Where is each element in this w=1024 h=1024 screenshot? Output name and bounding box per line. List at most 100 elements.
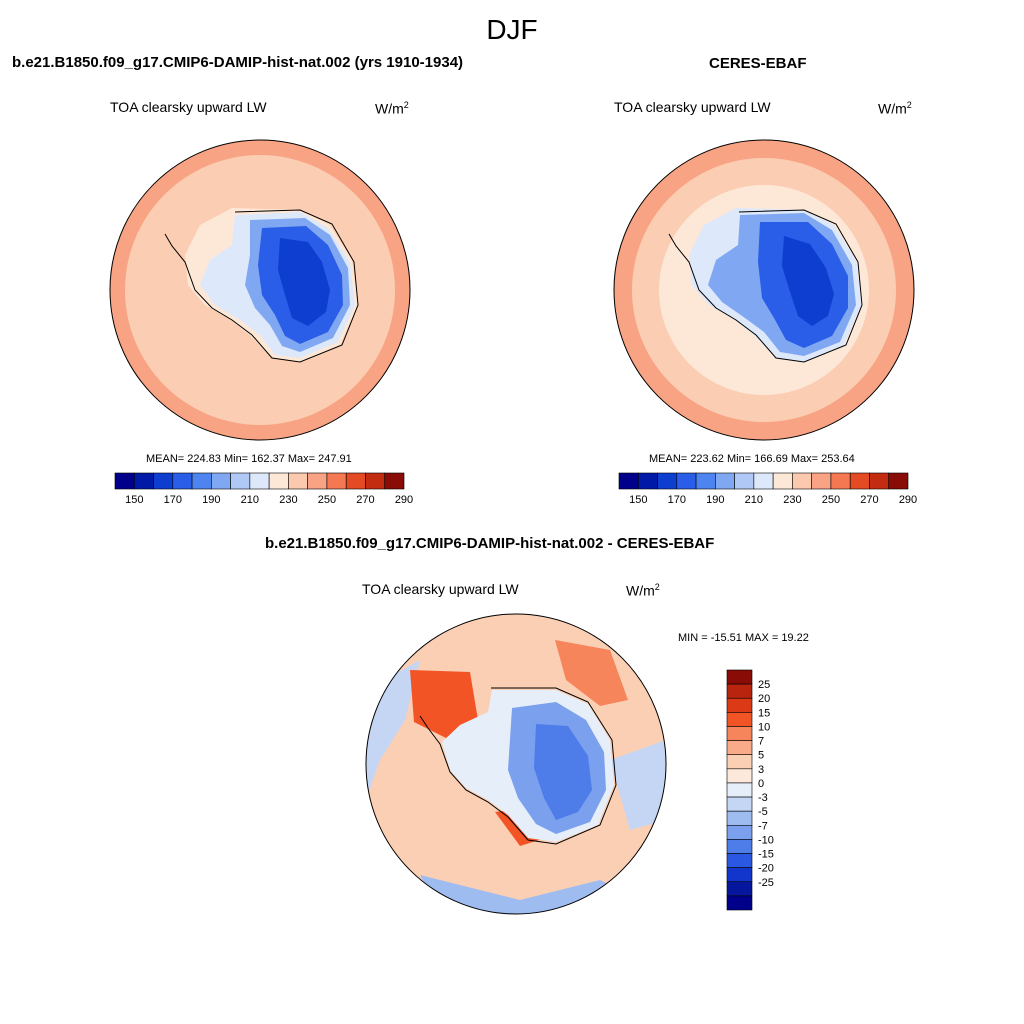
map-diff-ice-neg-strong (534, 724, 592, 820)
map-diff-pos-strong-west (410, 670, 478, 740)
colorbar-swatch (365, 472, 386, 490)
colorbar-swatch (753, 472, 774, 490)
colorbar-swatch (830, 472, 851, 490)
colorbar-swatch (792, 472, 812, 490)
colorbar-tick-label: -3 (758, 792, 768, 804)
colorbar-swatch (726, 768, 753, 784)
units-exponent: 2 (906, 100, 912, 110)
map-coastline (419, 687, 617, 845)
map-diff-pos-east (555, 640, 628, 706)
colorbar-tick-label: 190 (202, 494, 220, 506)
colorbar-swatch (695, 472, 716, 490)
colorbar-swatch (869, 472, 890, 490)
units-exponent: 2 (654, 582, 660, 592)
colorbar-diff: 25 20 15 10 7 5 3 0 -3 -5 -7 -10 -15 -20 -25 (726, 669, 774, 911)
colorbar-tick-label: 150 (629, 494, 647, 506)
colorbar-tick-label: 150 (125, 494, 143, 506)
units-label-diff: W/m2 (626, 582, 660, 599)
units-text: W/m (626, 582, 655, 599)
colorbar-tick-label: 270 (356, 494, 374, 506)
colorbar-swatch (657, 472, 678, 490)
colorbar-swatch (191, 472, 212, 490)
colorbar-swatch (384, 472, 405, 490)
colorbar-tick-label: 190 (706, 494, 724, 506)
map-coastline (668, 209, 863, 363)
colorbar-swatch (715, 472, 735, 490)
colorbar-swatch (288, 472, 308, 490)
map-border (613, 139, 915, 441)
colorbar-tick-label: 230 (783, 494, 801, 506)
colorbar-tick-label: 25 (758, 679, 770, 691)
colorbar-model: 150 170 190 210 230 250 270 290 (114, 472, 413, 506)
figure-title: DJF (486, 14, 538, 45)
colorbar-swatch (326, 472, 347, 490)
colorbar-tick-label: -25 (758, 877, 774, 889)
variable-label-diff: TOA clearsky upward LW (362, 581, 519, 597)
colorbar-swatch (849, 472, 870, 490)
colorbar-swatch (726, 881, 753, 897)
colorbar-swatch (726, 712, 753, 727)
colorbar-swatch (726, 796, 753, 812)
colorbar-tick-label: 290 (899, 494, 917, 506)
colorbar-swatch (772, 472, 793, 490)
units-text: W/m (878, 100, 907, 117)
colorbar-swatch (230, 472, 251, 490)
panel-title-diff: b.e21.B1850.f09_g17.CMIP6-DAMIP-hist-nat… (265, 535, 715, 552)
units-label-model: W/m2 (375, 100, 409, 117)
colorbar-tick-label: -7 (758, 820, 768, 832)
map-border (109, 139, 411, 441)
colorbar-swatch (726, 754, 753, 770)
variable-label-obs: TOA clearsky upward LW (614, 99, 771, 115)
map-coastline (164, 209, 359, 363)
colorbar-swatch (637, 472, 658, 490)
colorbar-tick-label: 10 (758, 721, 770, 733)
colorbar-swatch (153, 472, 174, 490)
colorbar-tick-label: 20 (758, 693, 770, 705)
colorbar-swatch (811, 472, 832, 490)
colorbar-swatch (114, 472, 135, 490)
colorbar-swatch (726, 824, 753, 840)
colorbar-tick-label: 290 (395, 494, 413, 506)
colorbar-tick-label: 170 (164, 494, 182, 506)
colorbar-swatch (726, 697, 753, 713)
colorbar-swatch (345, 472, 366, 490)
colorbar-swatch (726, 669, 753, 685)
map-border (365, 613, 667, 915)
map-ice-deep (278, 238, 330, 326)
map-diff-neg-east (610, 740, 666, 830)
colorbar-tick-label: 7 (758, 736, 764, 748)
colorbar-swatch (268, 472, 289, 490)
colorbar-swatch (726, 895, 753, 911)
stats-obs: MEAN= 223.62 Min= 166.69 Max= 253.64 (649, 453, 855, 465)
variable-label-model: TOA clearsky upward LW (110, 99, 267, 115)
colorbar-swatch (726, 683, 753, 699)
map-ice-deep (782, 236, 834, 326)
units-label-obs: W/m2 (878, 100, 912, 117)
colorbar-swatch (307, 472, 328, 490)
colorbar-tick-label: 15 (758, 707, 770, 719)
colorbar-swatch (726, 853, 753, 868)
colorbar-swatch (618, 472, 639, 490)
colorbar-tick-label: -10 (758, 834, 774, 846)
colorbar-tick-label: 3 (758, 764, 764, 776)
colorbar-swatch (888, 472, 909, 490)
colorbar-swatch (249, 472, 270, 490)
colorbar-swatch (726, 839, 753, 854)
colorbar-tick-label: -20 (758, 863, 774, 875)
colorbar-swatch (726, 867, 753, 883)
colorbar-tick-label: 0 (758, 778, 764, 790)
colorbar-swatch (172, 472, 193, 490)
colorbar-swatch (726, 740, 753, 756)
colorbar-tick-label: 250 (822, 494, 840, 506)
colorbar-swatch (726, 726, 753, 741)
panel-title-obs: CERES-EBAF (709, 55, 807, 72)
colorbar-obs: 150 170 190 210 230 250 270 290 (618, 472, 917, 506)
colorbar-tick-label: -15 (758, 849, 774, 861)
map-model (109, 139, 411, 441)
panel-title-model: b.e21.B1850.f09_g17.CMIP6-DAMIP-hist-nat… (12, 54, 464, 71)
colorbar-tick-label: 270 (860, 494, 878, 506)
colorbar-tick-label: 250 (318, 494, 336, 506)
units-text: W/m (375, 100, 404, 117)
map-diff (365, 613, 667, 915)
